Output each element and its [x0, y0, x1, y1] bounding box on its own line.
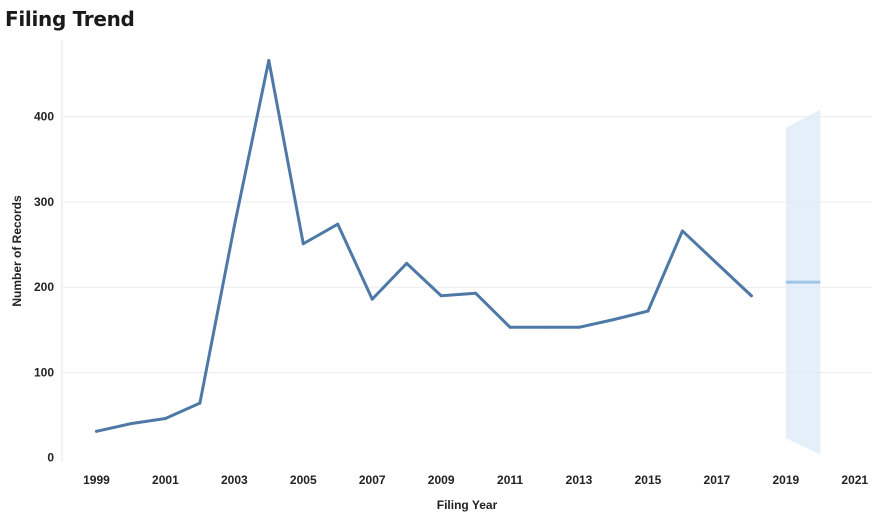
data-point: [474, 291, 478, 295]
y-tick-label: 400: [34, 110, 54, 124]
x-tick-label: 2005: [290, 473, 317, 487]
data-point: [405, 261, 409, 265]
x-tick-label: 2009: [428, 473, 455, 487]
data-point: [577, 325, 581, 329]
x-tick-label: 2019: [772, 473, 799, 487]
data-point: [715, 261, 719, 265]
x-tick-label: 1999: [83, 473, 110, 487]
data-point: [267, 58, 271, 62]
data-point: [646, 309, 650, 313]
y-tick-label: 0: [47, 451, 54, 465]
data-point: [439, 294, 443, 298]
data-point: [163, 417, 167, 421]
x-tick-label: 2003: [221, 473, 248, 487]
data-point: [94, 429, 98, 433]
data-point: [129, 422, 133, 426]
chart-title: Filing Trend: [5, 7, 135, 31]
y-tick-label: 100: [34, 365, 54, 379]
x-tick-label: 2013: [566, 473, 593, 487]
y-tick-labels: 0 100 200 300 400: [34, 110, 54, 465]
x-tick-label: 2021: [841, 473, 868, 487]
y-tick-label: 200: [34, 280, 54, 294]
data-point: [749, 294, 753, 298]
grid-lines: [62, 116, 872, 373]
y-tick-label: 300: [34, 195, 54, 209]
x-tick-label: 2011: [497, 473, 523, 487]
x-tick-label: 2015: [635, 473, 662, 487]
data-point: [543, 325, 547, 329]
x-axis-label: Filing Year: [437, 498, 498, 512]
y-axis-label: Number of Records: [10, 195, 24, 307]
x-tick-labels: 1999 2001 2003 2005 2007 2009 2011 2013 2015 2017…: [83, 473, 868, 487]
x-tick-label: 2001: [152, 473, 179, 487]
series-line: [94, 58, 753, 433]
data-point: [336, 222, 340, 226]
data-point: [611, 318, 615, 322]
data-point: [680, 229, 684, 233]
data-point: [370, 297, 374, 301]
series-layer: [94, 58, 753, 433]
data-point: [232, 224, 236, 228]
x-tick-label: 2017: [704, 473, 731, 487]
x-tick-label: 2007: [359, 473, 386, 487]
data-point: [301, 242, 305, 246]
data-point: [508, 325, 512, 329]
data-point: [198, 401, 202, 405]
